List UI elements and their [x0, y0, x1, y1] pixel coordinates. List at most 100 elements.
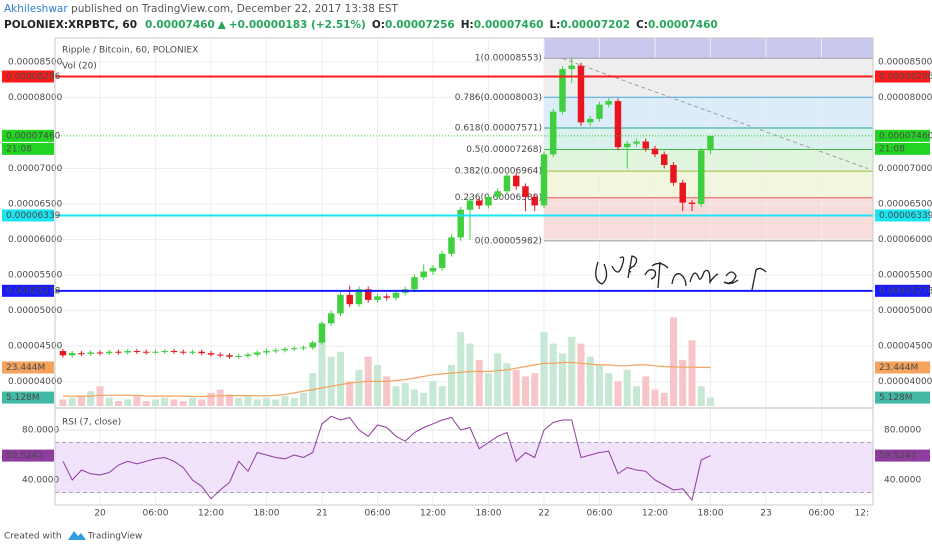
price-tag-bg [875, 129, 930, 142]
volume-bar [188, 397, 196, 406]
volume-bar [318, 340, 326, 406]
x-tick-label: 20 [94, 509, 106, 519]
volume-bar [549, 343, 557, 406]
volume-ma-tag: 23.444M [6, 363, 45, 373]
volume-bar [651, 389, 659, 406]
y-tick-label: 0.00005000 [8, 306, 63, 316]
candle-body [355, 289, 363, 305]
volume-bar [133, 396, 141, 406]
price-tag: 0.00007460 [6, 131, 61, 141]
candle-body [152, 351, 159, 353]
price-tag-bg [875, 209, 930, 222]
rsi-tick-label: 80.0000 [884, 426, 921, 436]
candle-body [179, 351, 187, 353]
footer: Created with TradingView [4, 531, 142, 542]
volume-ma-tag-bg [875, 361, 930, 374]
candle-body [105, 351, 113, 354]
candle-body [512, 175, 520, 187]
footer-text: Created with [4, 532, 62, 542]
x-tick-label: 18:00 [253, 509, 279, 519]
y-tick-label: 0.00006500 [878, 200, 932, 210]
candle-body [623, 143, 631, 148]
candle-body [263, 351, 270, 353]
volume-bar [207, 392, 215, 406]
price-tag-bg [2, 209, 54, 222]
volume-bar [105, 397, 113, 406]
candle-body [688, 202, 696, 205]
author[interactable]: Akhileshwar [4, 3, 68, 15]
volume-bar [373, 364, 381, 406]
ohlc-value: 0.00007460 [648, 19, 718, 31]
volume-bar [697, 386, 705, 406]
price-tag-bg [2, 284, 54, 297]
candle-body [383, 296, 390, 298]
ohlc: O:0.00007256 H:0.00007460 L:0.00007202 C:0.… [372, 19, 718, 31]
volume-bar [568, 337, 576, 406]
volume-bar [346, 381, 354, 406]
candle-body [642, 141, 649, 149]
candle-body [485, 196, 492, 206]
volume-bar [586, 356, 594, 406]
candle-body [448, 237, 455, 254]
header-line: Akhileshwar published on TradingView.com… [4, 3, 399, 15]
fib-label: 0.382(0.00006964) [455, 167, 542, 177]
candle-body [346, 294, 353, 305]
candle-body [411, 277, 418, 290]
x-tick-label: 12:00 [420, 509, 446, 519]
volume-ma-tag: 23.444M [879, 363, 918, 373]
ohlc-key: L: [549, 19, 560, 31]
price-tag: 0.00008296 [6, 72, 61, 82]
candle-body [207, 353, 215, 355]
fib-band [543, 149, 873, 172]
candle-body [309, 342, 316, 348]
volume-bar [161, 397, 169, 406]
price-tag-bg [875, 284, 930, 297]
ohlc-key: O: [372, 19, 385, 31]
volume-bar [540, 332, 548, 406]
volume-bar [392, 386, 400, 406]
candle-body [596, 104, 603, 119]
volume-tag-bg [875, 391, 930, 404]
volume-bar [706, 397, 714, 406]
candle-body [503, 175, 511, 192]
volume-bar [198, 399, 206, 406]
price-tag-bg [2, 129, 54, 142]
candle-body [170, 351, 178, 353]
candle-body [577, 65, 585, 123]
volume-bar [151, 399, 159, 406]
price-tag: 0.00007460 [879, 131, 932, 141]
candle-body [466, 200, 474, 210]
candle-body [96, 352, 104, 354]
volume-bar [401, 383, 409, 406]
candle-body [142, 351, 150, 353]
candle-body [235, 356, 242, 358]
candle-body [475, 200, 483, 206]
symbol-line: POLONIEX:XRPBTC, 60 0.00007460 +0.00000183… [4, 19, 718, 31]
volume-bar [59, 399, 67, 406]
candle-body [318, 323, 326, 343]
ohlc-key: C: [636, 19, 648, 31]
volume-bar [558, 353, 566, 406]
volume-bar [595, 364, 603, 406]
candle-body [679, 182, 686, 203]
rsi-tag-bg [875, 449, 930, 462]
trendline [562, 57, 868, 169]
candle-body [124, 351, 131, 353]
volume-legend: Vol (20) [62, 62, 97, 72]
brand[interactable]: TradingView [87, 532, 142, 542]
fib-band [543, 171, 873, 198]
volume-bar [605, 373, 613, 406]
rsi-tag: 59.5243 [6, 451, 43, 461]
volume-bar [521, 376, 529, 406]
candle-body [651, 148, 659, 155]
volume-bar [96, 386, 104, 406]
price-tag: 0.00005278 [879, 286, 932, 296]
published: published on TradingView.com, December 2… [71, 3, 399, 15]
up-arrow [217, 21, 226, 29]
volume-bar [484, 373, 492, 406]
volume-bar [447, 364, 455, 406]
fib-label: 1(0.00008553) [475, 54, 542, 64]
volume-bar [429, 381, 437, 406]
y-tick-label: 0.00004000 [878, 377, 932, 387]
